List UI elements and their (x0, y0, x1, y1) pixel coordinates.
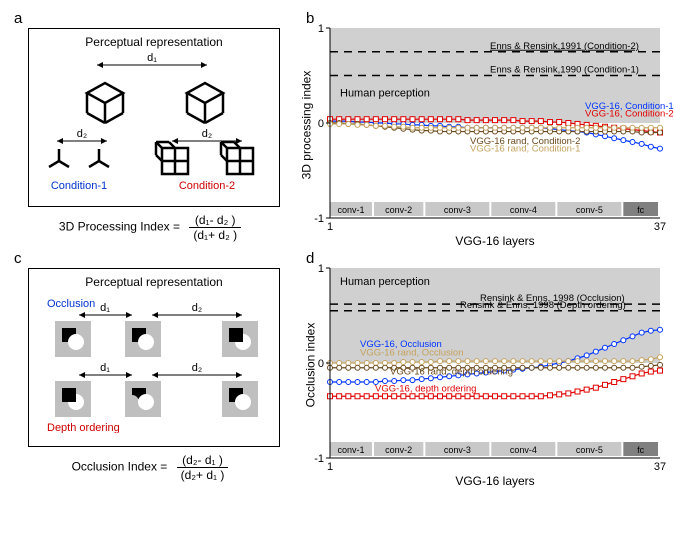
layer-box-label: conv-5 (576, 445, 603, 455)
formula-lhs: Occlusion Index = (72, 460, 168, 474)
reference-label: Enns & Rensink,1991 (Condition-2) (490, 41, 639, 52)
panel-d: d Occlusion index VGG-16 layers Human pe… (302, 250, 672, 482)
chart-d-ylabel: Occlusion index (303, 323, 317, 408)
layer-box-label: conv-3 (444, 445, 471, 455)
svg-text:d₁: d₁ (100, 302, 110, 314)
chart-d-xlabel: VGG-16 layers (330, 474, 660, 488)
layer-box-label: conv-1 (337, 205, 364, 215)
panel-c-box: Perceptual representation Occlusion d₁ d… (28, 268, 280, 447)
svg-text:1: 1 (327, 461, 333, 473)
reference-label: Enns & Rensink,1990 (Condition-1) (490, 65, 639, 76)
reference-label: Rensink & Enns, 1998 (Depth ordering) (460, 300, 626, 311)
layer-box-label: conv-2 (385, 205, 412, 215)
condition-2-label: Condition-2 (179, 180, 235, 192)
layer-box-label: conv-4 (510, 445, 537, 455)
chart-b-xlabel: VGG-16 layers (330, 234, 660, 248)
chart-svg: Human perceptionRensink & Enns, 1998 (Oc… (330, 268, 660, 472)
svg-text:0: 0 (318, 118, 324, 130)
chart-svg: Human perception Enns & Rensink,1991 (Con… (330, 28, 660, 232)
svg-text:1: 1 (327, 221, 333, 233)
svg-text:37: 37 (654, 221, 666, 233)
svg-text:d₂: d₂ (192, 362, 202, 374)
panel-a-formula: 3D Processing Index = (d₁- d₂ ) (d₁+ d₂ … (10, 213, 290, 242)
cube-left-icon (87, 83, 123, 123)
flat-cube-icon (156, 142, 188, 174)
layer-box-label: fc (637, 205, 645, 215)
panel-a-label: a (14, 10, 22, 27)
depth-ordering-label: Depth ordering (47, 422, 120, 433)
panel-c: c Perceptual representation Occlusion d₁… (10, 250, 290, 482)
svg-text:-1: -1 (314, 453, 324, 465)
panel-c-diagram: Occlusion d₁ d₂ d₁ (37, 293, 277, 433)
series-label: VGG-16 rand, depth ordering (390, 366, 513, 377)
layer-box-label: conv-5 (576, 205, 603, 215)
svg-text:d₁: d₁ (100, 362, 110, 374)
condition-1-label: Condition-1 (51, 180, 107, 192)
layer-box-label: fc (637, 445, 645, 455)
chart-b: 3D processing index VGG-16 layers Human … (330, 28, 660, 228)
formula-den: (d₁+ d₂ ) (189, 228, 241, 242)
svg-text:d₂: d₂ (202, 128, 212, 140)
panel-c-title: Perceptual representation (37, 275, 271, 289)
human-perception-label: Human perception (340, 276, 430, 288)
y-junction-icon (49, 149, 109, 167)
panel-a-box: Perceptual representation d₁ (28, 28, 280, 207)
svg-text:1: 1 (318, 23, 324, 35)
layer-box-label: conv-2 (385, 445, 412, 455)
cube-right-icon (187, 83, 223, 123)
d1-label: d₁ (147, 53, 157, 64)
series-label: VGG-16 rand, Condition-1 (470, 144, 580, 155)
occlusion-row: d₁ d₂ (55, 302, 258, 357)
series-label: VGG-16, depth ordering (375, 384, 476, 395)
formula-num: (d₂- d₁ ) (177, 453, 229, 468)
depth-row: d₁ d₂ (55, 362, 258, 417)
panel-c-label: c (14, 250, 22, 267)
occlusion-label: Occlusion (47, 298, 95, 310)
chart-b-ylabel: 3D processing index (299, 71, 313, 180)
formula-den: (d₂+ d₁ ) (177, 468, 229, 482)
formula-lhs: 3D Processing Index = (59, 220, 180, 234)
panel-a-title: Perceptual representation (37, 35, 271, 49)
svg-text:-1: -1 (314, 213, 324, 225)
series-label: VGG-16 rand, Occlusion (360, 347, 464, 358)
layer-box-label: conv-1 (337, 445, 364, 455)
panel-b-label: b (306, 10, 314, 27)
flat-cube-icon (221, 142, 253, 174)
formula-num: (d₁- d₂ ) (189, 213, 241, 228)
panel-c-formula: Occlusion Index = (d₂- d₁ ) (d₂+ d₁ ) (10, 453, 290, 482)
figure-grid: a Perceptual representation d₁ (10, 10, 664, 482)
panel-a-diagram: d₁ d₂ (37, 53, 277, 193)
series-label: VGG-16, Condition-2 (585, 108, 674, 119)
human-perception-label: Human perception (340, 87, 430, 99)
panel-d-label: d (306, 250, 314, 267)
svg-text:d₂: d₂ (77, 128, 87, 140)
svg-text:1: 1 (318, 263, 324, 275)
svg-text:0: 0 (318, 358, 324, 370)
svg-text:37: 37 (654, 461, 666, 473)
svg-text:d₂: d₂ (192, 302, 202, 314)
layer-box-label: conv-3 (444, 205, 471, 215)
panel-b: b 3D processing index VGG-16 layers Huma… (302, 10, 672, 242)
layer-box-label: conv-4 (510, 205, 537, 215)
panel-a: a Perceptual representation d₁ (10, 10, 290, 242)
chart-d: Occlusion index VGG-16 layers Human perc… (330, 268, 660, 468)
